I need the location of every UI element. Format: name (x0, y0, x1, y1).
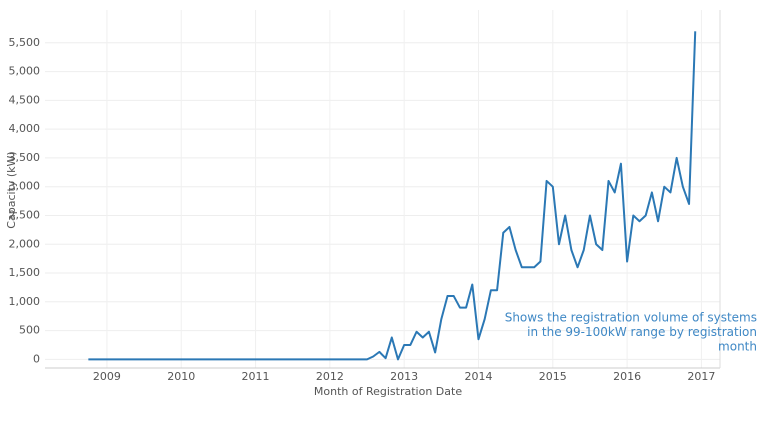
y-tick-label: 500 (19, 324, 40, 337)
y-tick-label: 1,000 (9, 295, 41, 308)
annotation: Shows the registration volume of systems (505, 311, 757, 325)
x-tick-label: 2016 (613, 370, 641, 383)
x-axis-label: Month of Registration Date (314, 385, 462, 398)
y-tick-label: 1,500 (9, 266, 41, 279)
annotation: in the 99-100kW range by registration (527, 325, 757, 339)
x-tick-label: 2015 (539, 370, 567, 383)
x-tick-label: 2012 (316, 370, 344, 383)
y-axis-label: Capacity (kW) (5, 151, 18, 228)
y-tick-label: 5,000 (9, 65, 41, 78)
y-tick-label: 4,500 (9, 93, 41, 106)
x-tick-label: 2014 (464, 370, 492, 383)
x-tick-label: 2010 (167, 370, 195, 383)
x-tick-label: 2009 (93, 370, 121, 383)
y-tick-label: 3,500 (9, 151, 41, 164)
y-tick-label: 5,500 (9, 36, 41, 49)
y-tick-label: 3,000 (9, 180, 41, 193)
x-tick-label: 2011 (242, 370, 270, 383)
y-tick-label: 4,000 (9, 122, 41, 135)
y-tick-label: 0 (33, 352, 40, 365)
annotation: month (718, 340, 757, 354)
x-tick-label: 2017 (687, 370, 715, 383)
y-tick-label: 2,500 (9, 208, 41, 221)
data-line (88, 31, 697, 361)
x-tick-label: 2013 (390, 370, 418, 383)
y-tick-label: 2,000 (9, 237, 41, 250)
